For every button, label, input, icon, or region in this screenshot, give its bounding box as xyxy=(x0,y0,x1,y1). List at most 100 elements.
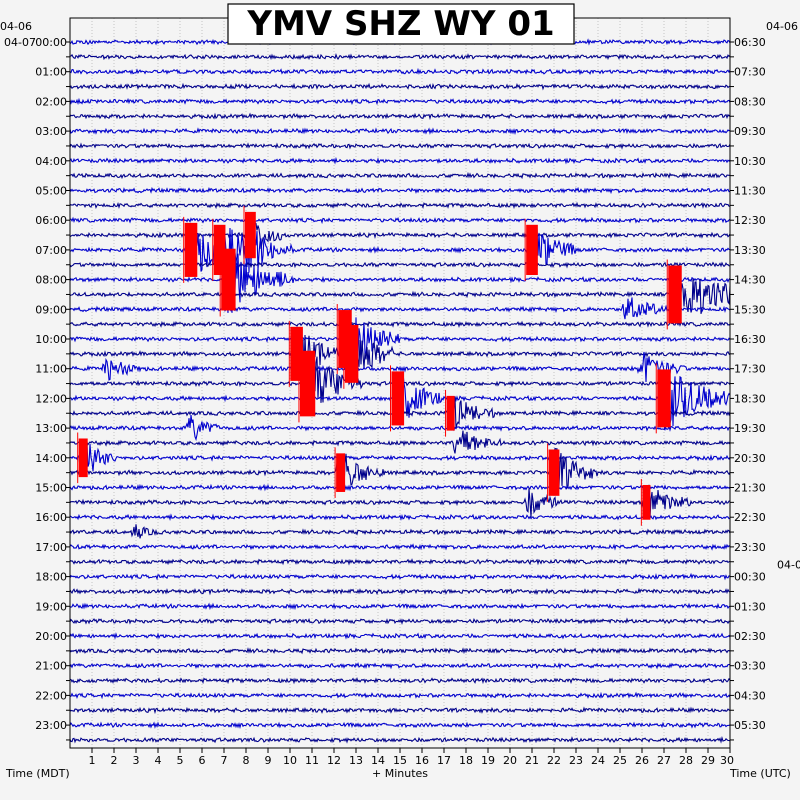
x-tick-label: 15 xyxy=(393,754,407,767)
trace-row xyxy=(69,261,731,269)
left-hour-label: 09:00 xyxy=(35,303,67,316)
trace-row xyxy=(69,415,731,442)
right-hour-label: 23:30 xyxy=(734,541,766,554)
trace-row xyxy=(69,662,731,670)
left-hour-label: 12:00 xyxy=(35,392,67,405)
x-tick-label: 21 xyxy=(525,754,539,767)
left-hour-label: 19:00 xyxy=(35,600,67,613)
trace-row xyxy=(69,439,731,472)
x-tick-label: 13 xyxy=(349,754,363,767)
x-tick-label: 6 xyxy=(199,754,206,767)
trace-row xyxy=(69,186,731,195)
left-hour-label: 20:00 xyxy=(35,630,67,643)
x-tick-label: 28 xyxy=(679,754,693,767)
trace-row xyxy=(69,706,731,715)
clip-marker xyxy=(290,326,303,381)
trace-row xyxy=(69,112,731,121)
trace-row xyxy=(69,617,731,625)
x-tick-label: 4 xyxy=(155,754,162,767)
x-tick-label: 8 xyxy=(243,754,250,767)
x-tick-label: 17 xyxy=(437,754,451,767)
left-hour-label: 23:00 xyxy=(35,719,67,732)
x-tick-label: 1 xyxy=(89,754,96,767)
right-hour-label: 14:30 xyxy=(734,274,766,287)
right-hour-label: 18:30 xyxy=(734,392,766,405)
trace-row xyxy=(69,647,731,655)
trace-row xyxy=(69,572,731,581)
chart-title: YMV SHZ WY 01 xyxy=(246,4,554,44)
trace-row xyxy=(69,676,731,685)
trace-row xyxy=(69,266,731,314)
left-hour-label: 00:00 xyxy=(35,36,67,49)
trace-row xyxy=(69,513,731,521)
clip-marker xyxy=(184,222,198,277)
x-tick-label: 9 xyxy=(265,754,272,767)
right-hour-label: 00:30 xyxy=(734,571,766,584)
x-axis-label: + Minutes xyxy=(372,767,428,780)
clip-marker xyxy=(642,484,651,520)
trace-row xyxy=(69,543,731,551)
trace-row xyxy=(69,201,730,210)
x-tick-label: 23 xyxy=(569,754,583,767)
left-hour-label: 04:00 xyxy=(35,155,67,168)
title-box xyxy=(227,3,575,45)
right-hour-label: 17:30 xyxy=(734,363,766,376)
trace-row xyxy=(69,691,731,700)
left-hour-label: 11:00 xyxy=(35,363,67,376)
right-hour-label: 10:30 xyxy=(734,155,766,168)
trace-row xyxy=(69,127,731,135)
trace-row xyxy=(69,558,731,566)
clipped-amplitude-markers xyxy=(77,205,682,526)
left-hour-label: 06:00 xyxy=(35,214,67,227)
clip-marker xyxy=(336,453,346,492)
trace-row xyxy=(69,447,731,490)
right-hour-label: 15:30 xyxy=(734,303,766,316)
right-hour-label: 03:30 xyxy=(734,660,766,673)
x-tick-label: 22 xyxy=(547,754,561,767)
x-tick-label: 24 xyxy=(591,754,605,767)
right-hour-label: 12:30 xyxy=(734,214,766,227)
clip-marker xyxy=(548,449,560,496)
x-tick-label: 19 xyxy=(481,754,495,767)
x-tick-label: 25 xyxy=(613,754,627,767)
trace-row xyxy=(69,97,731,106)
left-hour-label: 13:00 xyxy=(35,422,67,435)
left-hour-label: 22:00 xyxy=(35,689,67,702)
right-hour-label: 09:30 xyxy=(734,125,766,138)
trace-row xyxy=(69,632,731,640)
trace-row xyxy=(69,82,731,91)
right-hour-label: 01:30 xyxy=(734,600,766,613)
right-hour-label: 06:30 xyxy=(734,36,766,49)
right-date-label: 04-0 xyxy=(777,559,800,572)
x-tick-label: 29 xyxy=(701,754,715,767)
left-hour-label: 02:00 xyxy=(35,95,67,108)
right-hour-label: 07:30 xyxy=(734,66,766,79)
left-hour-label: 17:00 xyxy=(35,541,67,554)
left-hour-label: 14:00 xyxy=(35,452,67,465)
trace-row xyxy=(69,142,731,150)
x-tick-label: 30 xyxy=(720,754,734,767)
clip-marker xyxy=(446,395,455,431)
trace-row xyxy=(69,587,731,596)
trace-row xyxy=(69,53,731,61)
right-hour-label: 02:30 xyxy=(734,630,766,643)
right-hour-label: 04:30 xyxy=(734,689,766,702)
right-hour-label: 22:30 xyxy=(734,511,766,524)
trace-row xyxy=(69,484,731,519)
x-tick-label: 11 xyxy=(305,754,319,767)
trace-row xyxy=(69,310,731,370)
left-hour-label: 05:00 xyxy=(35,185,67,198)
x-tick-label: 27 xyxy=(657,754,671,767)
left-hour-label: 10:00 xyxy=(35,333,67,346)
clip-marker xyxy=(391,371,405,426)
right-axis-label: Time (UTC) xyxy=(729,767,791,780)
axis-labels: 1 2 3 4 5 6 7 8 9 10 11 12 13 14 15 16 17 18 19 20 21 22 23 24 2… xyxy=(0,20,800,767)
x-tick-label: 14 xyxy=(371,754,385,767)
x-tick-label: 10 xyxy=(283,754,297,767)
right-hour-label: 08:30 xyxy=(734,95,766,108)
trace-row xyxy=(69,483,731,492)
trace-row xyxy=(69,602,731,611)
x-tick-label: 12 xyxy=(327,754,341,767)
trace-row xyxy=(69,297,731,320)
left-hour-label: 01:00 xyxy=(35,66,67,79)
